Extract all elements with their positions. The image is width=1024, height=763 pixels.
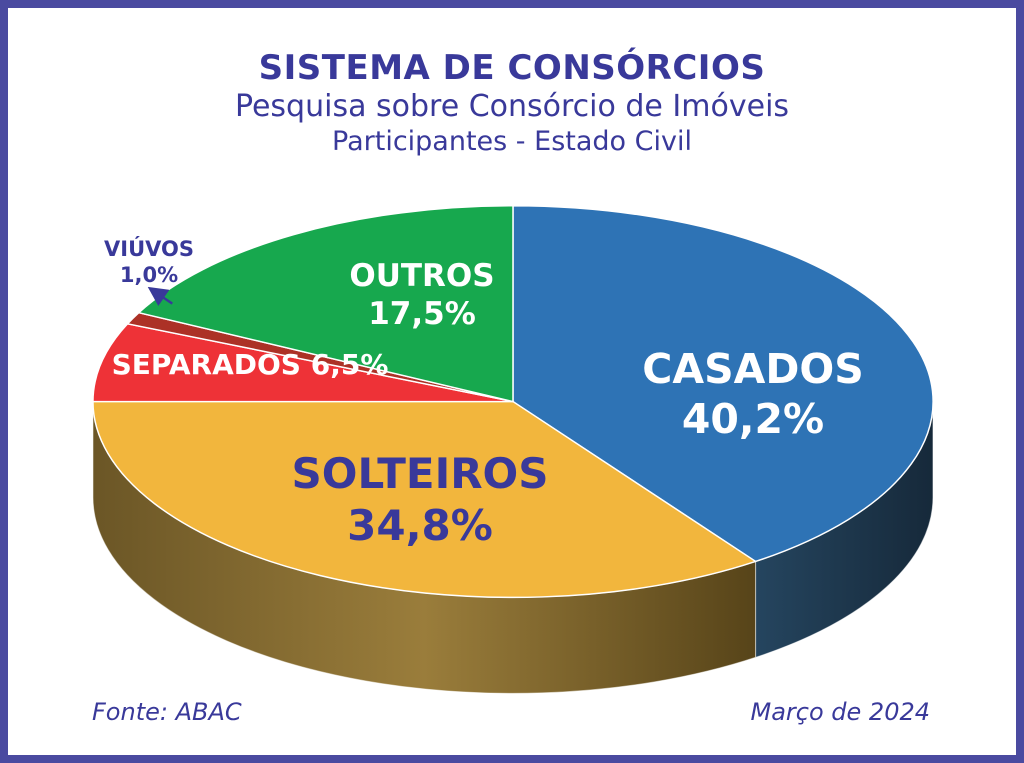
page-subtitle-2: Participantes - Estado Civil bbox=[332, 126, 692, 157]
date-note: Março de 2024 bbox=[750, 698, 931, 726]
page-subtitle: Pesquisa sobre Consórcio de Imóveis bbox=[234, 89, 790, 124]
pie-slice-solteiros bbox=[92, 400, 757, 599]
viuvos-callout-arrow bbox=[147, 286, 173, 307]
pie-chart bbox=[92, 205, 934, 694]
source-note: Fonte: ABAC bbox=[92, 698, 242, 726]
pie-slice-casados bbox=[512, 205, 934, 563]
page-title: SISTEMA DE CONSÓRCIOS bbox=[258, 48, 766, 88]
pie-slices bbox=[92, 205, 934, 599]
chart-header: SISTEMA DE CONSÓRCIOS Pesquisa sobre Con… bbox=[8, 48, 1016, 158]
pie-slice-separados bbox=[92, 323, 514, 403]
